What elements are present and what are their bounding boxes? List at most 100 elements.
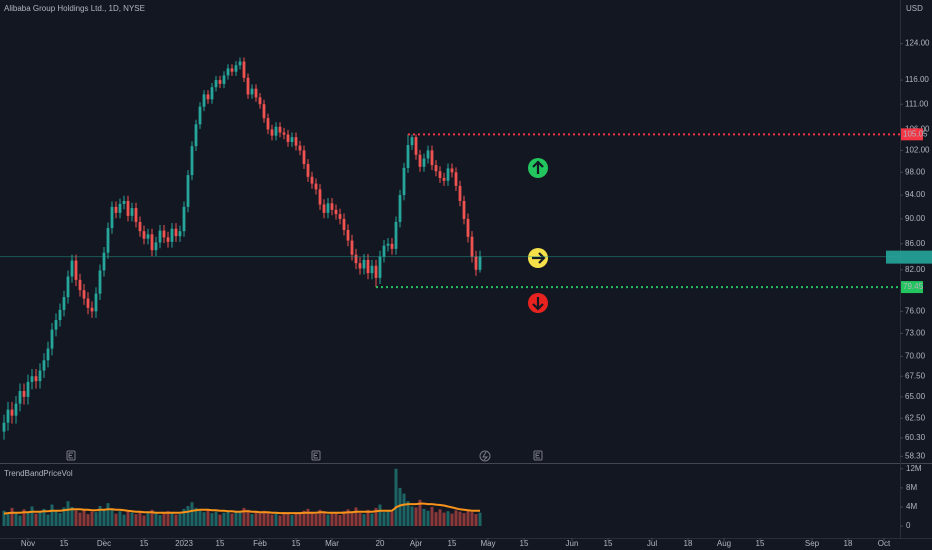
- volume-bar: [366, 509, 370, 526]
- candle-body: [346, 229, 350, 241]
- volume-bar: [218, 514, 222, 526]
- volume-bar: [406, 501, 410, 526]
- volume-bar: [170, 512, 174, 526]
- volume-bar: [50, 504, 54, 526]
- y-tick-label: 70.00: [905, 351, 926, 360]
- candle-body: [202, 94, 206, 107]
- candle-body: [254, 88, 258, 98]
- volume-bar: [434, 512, 438, 526]
- volume-bar: [178, 514, 182, 526]
- volume-bar: [2, 510, 6, 526]
- candle-body: [282, 132, 286, 135]
- candle-body: [158, 230, 162, 243]
- candle-body: [150, 234, 154, 251]
- candle-body: [206, 94, 210, 100]
- volume-bar: [466, 509, 470, 526]
- x-tick-label: 20: [376, 539, 385, 548]
- volume-bar: [194, 507, 198, 526]
- volume-bar: [338, 515, 342, 526]
- candle-body: [198, 106, 202, 125]
- x-tick-label: Aug: [717, 539, 731, 548]
- candle-body: [122, 200, 126, 204]
- candle-body: [306, 164, 310, 177]
- candle-body: [2, 422, 6, 432]
- volume-bar: [330, 513, 334, 526]
- volume-bar: [322, 512, 326, 526]
- candle-body: [434, 165, 438, 172]
- candle-body: [258, 97, 262, 105]
- candle-body: [250, 88, 254, 95]
- candle-body: [210, 87, 214, 100]
- volume-bar: [70, 506, 74, 526]
- candle-body: [302, 150, 306, 165]
- y-tick-label: 73.00: [905, 328, 926, 337]
- volume-bar: [146, 513, 150, 526]
- candle-body: [70, 260, 74, 277]
- volume-bar: [294, 512, 298, 526]
- volume-bar: [114, 513, 118, 526]
- candle-body: [42, 360, 46, 371]
- candle-body: [242, 61, 246, 78]
- volume-bar: [102, 509, 106, 526]
- current-price-marker: [886, 250, 932, 264]
- candle-body: [390, 243, 394, 249]
- x-tick-label: 15: [604, 539, 613, 548]
- volume-bar: [158, 515, 162, 526]
- volume-bar: [22, 509, 26, 526]
- candle-body: [418, 154, 422, 167]
- volume-bar: [442, 512, 446, 526]
- indicator-title: TrendBandPriceVol: [4, 469, 73, 478]
- volume-bar: [214, 511, 218, 526]
- volume-bar: [166, 511, 170, 526]
- y-tick-label: 82.00: [905, 265, 926, 274]
- volume-bars: [2, 468, 482, 526]
- x-tick-label: Jun: [566, 539, 579, 548]
- volume-bar: [130, 512, 134, 526]
- candle-body: [382, 245, 386, 257]
- volume-bar: [14, 512, 18, 526]
- volume-bar: [162, 513, 166, 526]
- volume-bar: [402, 493, 406, 526]
- candle-body: [330, 203, 334, 210]
- candle-body: [426, 150, 430, 159]
- volume-tick-label: 8M: [906, 483, 917, 492]
- candle-body: [178, 231, 182, 237]
- candle-body: [222, 75, 226, 84]
- volume-bar: [450, 513, 454, 526]
- candle-body: [190, 146, 194, 176]
- volume-tick-label: 12M: [906, 464, 922, 473]
- volume-bar: [358, 513, 362, 526]
- volume-bar: [470, 512, 474, 526]
- candle-body: [406, 145, 410, 168]
- level-label: 79.45: [903, 282, 924, 291]
- volume-bar: [286, 514, 290, 526]
- volume-bar: [410, 506, 414, 526]
- volume-bar: [342, 511, 346, 526]
- volume-ma-line: [3, 502, 480, 515]
- volume-bar: [334, 512, 338, 526]
- candle-body: [474, 256, 478, 270]
- candle-body: [374, 265, 378, 278]
- volume-bar: [374, 507, 378, 526]
- y-tick-label: 58.30: [905, 451, 926, 460]
- candle-body: [234, 65, 238, 72]
- volume-bar: [246, 509, 250, 526]
- x-tick-label: 15: [448, 539, 457, 548]
- candle-body: [386, 243, 390, 246]
- candle-body: [326, 203, 330, 213]
- candle-body: [226, 68, 230, 76]
- candle-body: [442, 177, 446, 181]
- volume-bar: [462, 513, 466, 526]
- candle-body: [102, 252, 106, 271]
- volume-bar: [474, 514, 478, 526]
- volume-bar: [418, 499, 422, 526]
- candle-body: [194, 124, 198, 147]
- volume-bar: [346, 509, 350, 526]
- down-arrow-icon: [528, 293, 548, 313]
- volume-bar: [390, 511, 394, 526]
- volume-bar: [94, 512, 98, 526]
- volume-bar: [190, 502, 194, 526]
- volume-bar: [250, 514, 254, 526]
- candle-body: [26, 381, 30, 397]
